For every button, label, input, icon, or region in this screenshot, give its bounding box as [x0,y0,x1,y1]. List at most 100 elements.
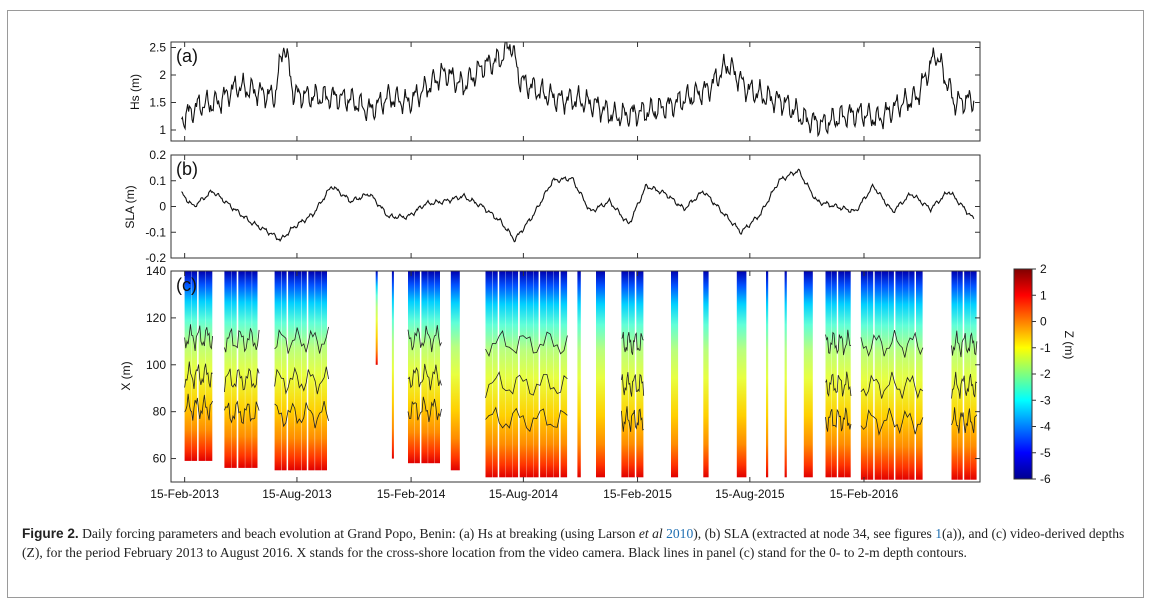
depth-stripe [533,271,539,478]
depth-contour [184,361,213,389]
depth-contour [621,331,644,355]
depth-contour [274,366,329,395]
colorbar-tick-label: -2 [1040,367,1051,381]
depth-stripe [957,271,963,480]
colorbar [1013,268,1033,480]
x-tick-label: 15-Feb-2013 [150,487,219,501]
y-tick-label: 0.2 [149,148,166,162]
depth-contour [407,363,442,391]
depth-stripe [231,271,237,468]
colorbar-tick-label: -4 [1040,420,1051,434]
depth-stripe [909,271,915,480]
depth-stripe [964,271,971,480]
depth-contour [485,330,568,357]
colorbar-tick-label: 2 [1040,262,1047,276]
depth-stripe [238,271,245,468]
panel-c-depth-field [184,271,978,480]
caption-text-3: (a)), and (c) video-derived depths (Z), … [22,526,1125,560]
x-ticks-marks [184,42,865,482]
depth-stripe [301,271,307,471]
depth-contour [224,327,260,353]
depth-stripe [838,271,845,478]
hs-series-line [181,42,975,138]
depth-stripe [308,271,315,471]
y-tick-label: 120 [146,311,166,325]
depth-stripe [191,271,198,461]
figure-link[interactable]: 1 [935,526,943,541]
depth-contour [184,393,213,421]
depth-stripe [831,271,837,478]
depth-stripe [803,271,813,478]
depth-contour [224,367,260,393]
depth-contour [825,329,852,356]
y-tick-label: 100 [146,358,166,372]
colorbar-label: Z (m) [1062,331,1076,360]
depth-stripe [408,271,415,464]
depth-stripe [375,271,378,365]
depth-stripe [881,271,889,480]
depth-stripe [450,271,460,471]
depth-stripe [205,271,213,461]
depth-stripe [414,271,420,464]
depth-stripe [294,271,302,471]
figure-caption: Figure 2. Daily forcing parameters and b… [22,524,1132,562]
x-tick-label: 15-Feb-2014 [377,487,446,501]
depth-stripe [512,271,519,478]
colorbar-tick-label: 0 [1040,315,1047,329]
x-tick-label: 15-Feb-2016 [830,487,899,501]
panel-a-ylabel: Hs (m) [128,74,142,110]
depth-stripe [766,271,769,478]
panel-b-label: (b) [176,159,198,179]
depth-stripe [526,271,533,478]
depth-stripe [621,271,629,478]
depth-stripe [519,271,527,478]
y-tick-label: 140 [146,264,166,278]
depth-stripe [867,271,874,480]
depth-stripe [492,271,498,478]
y-tick-label: -0.2 [145,251,166,265]
depth-contour [407,325,442,353]
depth-stripe [198,271,206,461]
depth-stripe [596,271,605,478]
colorbar-tick-label: -6 [1040,472,1051,486]
x-tick-label: 15-Aug-2014 [489,487,559,501]
x-tick-label: 15-Aug-2015 [715,487,785,501]
caption-text-1: Daily forcing parameters and beach evolu… [82,526,639,541]
panel-b-ylabel: SLA (m) [123,185,137,228]
y-tick-label: 80 [153,405,167,419]
depth-stripe [506,271,513,478]
depth-stripe [628,271,635,478]
depth-stripe [245,271,252,468]
depth-contour [860,330,924,358]
citation-link[interactable]: 2010 [666,526,694,541]
depth-stripe [784,271,787,478]
depth-stripe [434,271,440,464]
depth-contour [825,371,852,398]
depth-contour [951,330,978,358]
colorbar-ticks: 2 1 0 -1 -2 -3 -4 -5 -6 [1032,262,1051,486]
colorbar-tick-label: -3 [1040,393,1051,407]
panel-c-y-ticks: 60 80 100 120 140 [146,264,980,466]
panel-a-axes [170,41,981,142]
x-axis-ticks: 15-Feb-2013 15-Aug-2013 15-Feb-2014 15-Aug-… [150,487,898,501]
depth-stripe [553,271,560,478]
figure-frame [7,10,1144,598]
y-tick-label: 60 [153,452,167,466]
x-tick-label: 15-Aug-2013 [262,487,332,501]
y-tick-label: 2.5 [149,41,166,55]
panel-c-ylabel: X (m) [119,361,133,390]
depth-stripe [391,271,394,459]
depth-stripe [252,271,258,468]
depth-contour [951,371,978,399]
depth-contour [860,371,924,399]
caption-label: Figure 2. [22,526,79,541]
depth-contour [184,324,213,352]
colorbar-tick-label: 1 [1040,288,1047,302]
depth-stripe [499,271,506,478]
depth-stripe [281,271,287,471]
depth-stripe [916,271,923,480]
caption-etal: et al [638,526,663,541]
depth-stripe [825,271,832,478]
depth-stripe [951,271,958,480]
